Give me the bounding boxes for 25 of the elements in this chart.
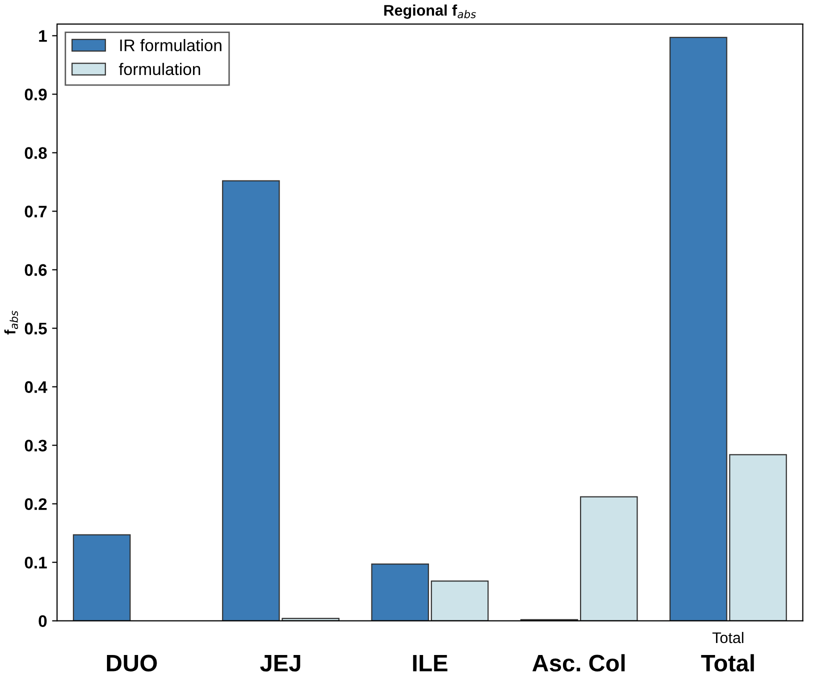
bar [371, 564, 429, 621]
bar [430, 580, 489, 621]
y-tick-label: 0.5 [24, 322, 47, 334]
y-tick-label: 0.4 [24, 381, 48, 393]
bar [580, 496, 638, 621]
x-tick-label: JEJ [260, 655, 300, 672]
y-tick-label: 0.2 [24, 498, 47, 510]
x-tick-label: Asc. Col [532, 654, 625, 672]
y-tick-label: 0.8 [24, 147, 47, 159]
legend-label: formulation [118, 62, 200, 76]
bar [72, 534, 131, 621]
y-tick-label: 1 [39, 30, 47, 42]
legend-label: IR formulation [120, 39, 222, 52]
y-tick-label: 0.9 [24, 88, 47, 100]
y-tick-label: 0.7 [24, 206, 47, 218]
y-tick-label: 0 [38, 615, 47, 628]
y-tick-label: 0.1 [24, 556, 47, 569]
y-tick-label: 0.3 [24, 440, 47, 452]
chart-title: Regional f$_{abs}$ [384, 4, 476, 19]
text: Total [712, 632, 744, 644]
x-tick-label: ILE [413, 655, 448, 672]
x-tick-label: Total [701, 654, 754, 672]
y-axis-title: f$_{abs}$ [4, 310, 18, 334]
y-tick-label: 0.6 [24, 264, 47, 276]
x-tick-label: DUO [106, 654, 157, 672]
